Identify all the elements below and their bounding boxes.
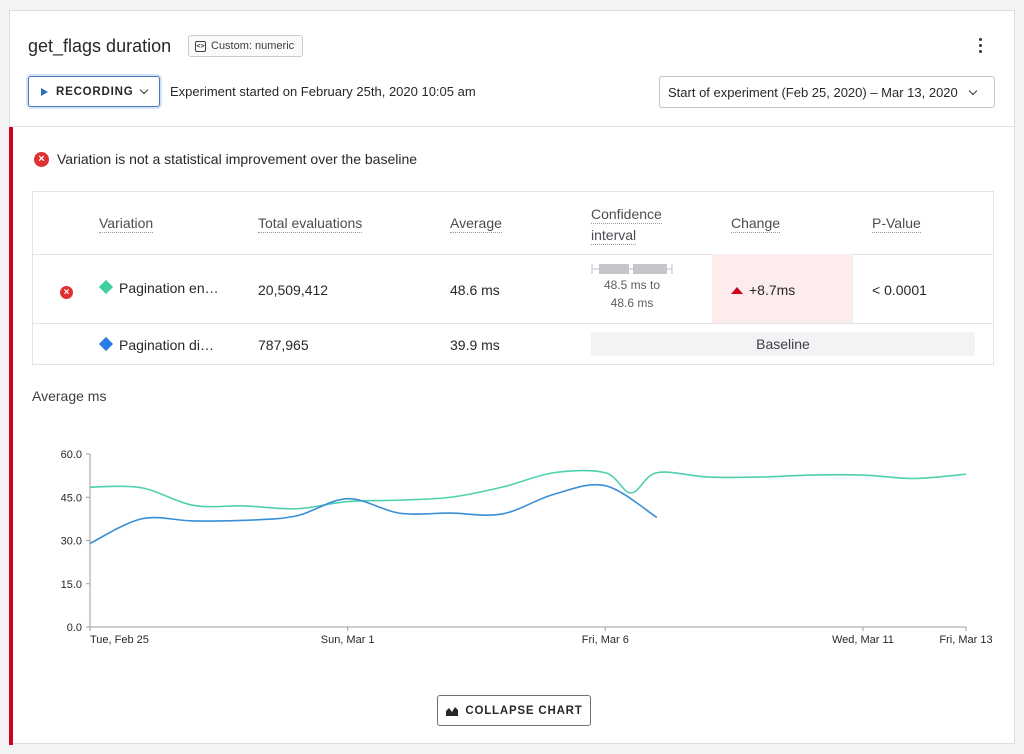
chart-title: Average ms <box>32 388 107 404</box>
p-value: < 0.0001 <box>872 282 927 298</box>
recording-button[interactable]: RECORDING <box>28 76 160 107</box>
column-header-confidence: Confidence interval <box>591 206 662 245</box>
chevron-down-icon <box>140 85 149 95</box>
total-evaluations: 20,509,412 <box>258 282 329 298</box>
row-divider <box>33 254 993 255</box>
confidence-interval-text: 48.5 ms to 48.6 ms <box>603 278 661 310</box>
badge-label: Custom: numeric <box>211 40 295 52</box>
column-header-total: Total evaluations <box>258 215 363 233</box>
card-header: get_flags duration <> Custom: numeric RE… <box>10 11 1014 127</box>
y-tick-label: 30.0 <box>61 536 82 548</box>
status-bar <box>9 127 13 745</box>
row-status: × <box>60 282 73 299</box>
results-table: Variation Total evaluations Average Conf… <box>32 191 994 365</box>
y-tick-label: 45.0 <box>61 492 82 504</box>
line-chart: 0.0 15.0 30.0 45.0 60.0 Tue, Feb 25 Sun, Mar 1… <box>61 449 992 646</box>
column-header-change: Change <box>731 215 781 233</box>
error-icon: × <box>60 286 73 299</box>
collapse-chart-label: COLLAPSE CHART <box>465 704 583 717</box>
y-tick-label: 60.0 <box>61 449 82 461</box>
error-icon: × <box>34 151 49 167</box>
confidence-interval-bar <box>591 264 673 274</box>
variation-name: Pagination di… <box>119 337 214 353</box>
metric-card: get_flags duration <> Custom: numeric RE… <box>9 10 1015 745</box>
column-header-pvalue: P-Value <box>872 215 921 233</box>
code-icon: <> <box>195 40 206 52</box>
average-value: 48.6 ms <box>450 282 500 298</box>
variation-color-icon <box>98 336 114 352</box>
series-line-0 <box>89 469 967 510</box>
x-tick-label: Wed, Mar 11 <box>832 634 894 646</box>
more-options-icon[interactable] <box>972 33 988 57</box>
metric-type-badge: <> Custom: numeric <box>188 35 304 57</box>
column-header-average: Average <box>450 215 502 233</box>
metric-title: get_flags duration <box>28 36 172 56</box>
x-tick-label: Sun, Mar 1 <box>321 634 375 646</box>
x-tick-label: Fri, Mar 13 <box>939 634 992 646</box>
area-chart-icon <box>446 706 459 716</box>
series-line-1 <box>89 483 658 545</box>
date-range-select[interactable]: Start of experiment (Feb 25, 2020) – Mar… <box>659 76 995 108</box>
total-evaluations: 787,965 <box>258 337 309 353</box>
x-tick-label: Tue, Feb 25 <box>90 634 149 646</box>
collapse-chart-button[interactable]: COLLAPSE CHART <box>437 695 591 726</box>
variation-name: Pagination en… <box>119 280 219 296</box>
date-range-value: Start of experiment (Feb 25, 2020) – Mar… <box>668 84 958 100</box>
arrow-up-icon <box>731 287 743 294</box>
x-tick-label: Fri, Mar 6 <box>582 634 629 646</box>
variation-color-icon <box>98 279 114 295</box>
experiment-started-text: Experiment started on February 25th, 202… <box>170 84 476 99</box>
row-divider <box>33 323 993 324</box>
result-alert: × Variation is not a statistical improve… <box>34 151 417 167</box>
table-row[interactable]: Pagination en… <box>98 279 219 296</box>
play-icon <box>41 87 48 96</box>
alert-text: Variation is not a statistical improveme… <box>57 151 418 167</box>
table-row[interactable]: Pagination di… <box>98 336 214 353</box>
chevron-down-icon <box>968 86 978 95</box>
baseline-label: Baseline <box>591 332 975 356</box>
column-header-variation: Variation <box>99 215 154 233</box>
change-value: +8.7ms <box>731 282 795 298</box>
average-value: 39.9 ms <box>450 337 500 353</box>
y-tick-label: 0.0 <box>67 622 82 634</box>
recording-label: RECORDING <box>56 85 134 98</box>
y-tick-label: 15.0 <box>61 579 82 591</box>
